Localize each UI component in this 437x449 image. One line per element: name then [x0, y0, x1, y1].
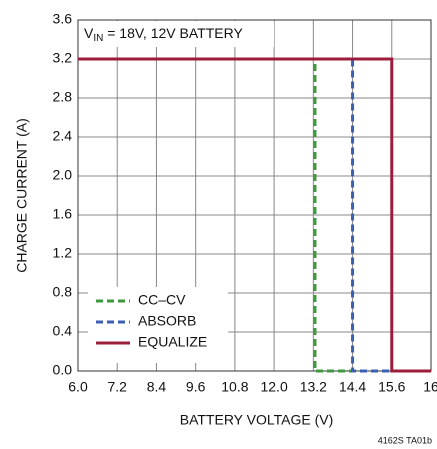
y-axis-label: CHARGE CURRENT (A)	[14, 118, 30, 273]
y-tick-label: 3.2	[53, 50, 73, 66]
y-tick-label: 1.6	[53, 206, 73, 222]
annotation-sub: IN	[93, 33, 103, 44]
x-tick-label: 7.2	[107, 379, 127, 395]
x-tick-label: 16	[423, 379, 437, 395]
y-tick-label: 1.2	[53, 245, 73, 261]
annotation: VIN = 18V, 12V BATTERY	[84, 25, 243, 44]
x-tick-label: 13.2	[300, 379, 327, 395]
y-tick-label: 2.0	[53, 167, 73, 183]
x-axis-label: BATTERY VOLTAGE (V)	[180, 412, 334, 428]
y-tick-label: 3.6	[53, 11, 73, 27]
series-line	[78, 57, 431, 373]
x-tick-label: 6.0	[68, 379, 88, 395]
x-tick-label: 8.4	[147, 379, 167, 395]
annotation-box	[79, 21, 274, 47]
annotation-rest: = 18V, 12V BATTERY	[103, 25, 243, 41]
legend-label: EQUALIZE	[138, 334, 207, 350]
legend-label: ABSORB	[138, 313, 196, 329]
y-tick-label: 0.8	[53, 284, 73, 300]
x-tick-label: 10.8	[221, 379, 248, 395]
y-tick-label: 0.0	[53, 362, 73, 378]
x-tick-label: 15.6	[378, 379, 405, 395]
x-tick-label: 9.6	[186, 379, 206, 395]
y-tick-label: 2.8	[53, 89, 73, 105]
x-tick-label: 14.4	[339, 379, 366, 395]
legend-label: CC–CV	[138, 292, 186, 308]
y-tick-label: 2.4	[53, 128, 73, 144]
footnote: 4162S TA01b	[378, 435, 432, 445]
y-tick-label: 0.4	[53, 323, 73, 339]
plot-frame	[77, 19, 432, 372]
annotation-main: V	[84, 25, 94, 41]
x-tick-label: 12.0	[260, 379, 287, 395]
